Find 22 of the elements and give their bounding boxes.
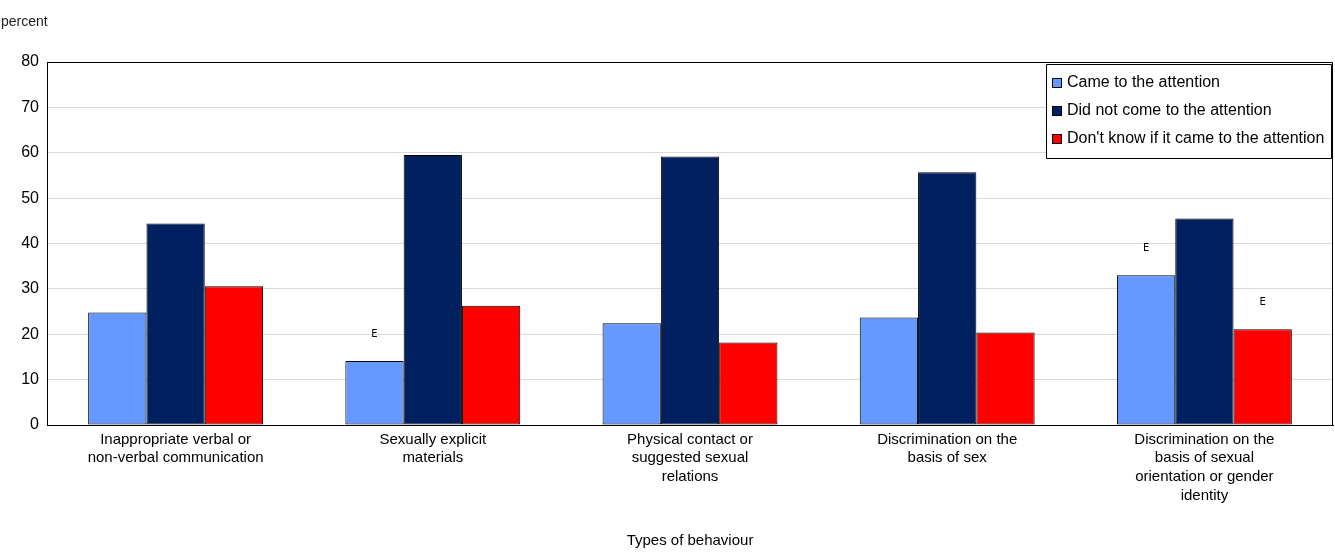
x-tick-label: Physical contact or suggested sexual relations	[627, 429, 753, 485]
y-axis-title: percent	[1, 12, 48, 29]
data-label: E	[1142, 241, 1150, 253]
x-tick-label: Inappropriate verbal or non-verbal communication	[87, 429, 264, 466]
x-tick-label: Discrimination on the basis of sex	[877, 429, 1018, 466]
y-tick-label: 60	[21, 143, 40, 161]
y-tick-label: 50	[21, 188, 40, 206]
y-tick-label: 0	[30, 415, 40, 433]
y-tick-label: 80	[21, 52, 40, 70]
y-tick-label: 40	[21, 233, 40, 251]
y-tick-label: 20	[21, 324, 40, 342]
data-label: E	[371, 327, 378, 339]
x-tick-label: Sexually explicit materials	[379, 429, 487, 466]
legend-label: Came to the attention	[1067, 73, 1220, 91]
y-tick-label: 70	[21, 97, 40, 115]
legend-label: Don't know if it came to the attention	[1067, 129, 1325, 147]
y-tick-label: 10	[21, 370, 40, 388]
y-tick-label: 30	[21, 279, 40, 297]
x-tick-label: Discrimination on the basis of sexual orientation or gender identity	[1134, 429, 1275, 503]
x-axis-title: Types of behaviour	[626, 531, 754, 549]
data-label: E	[1259, 295, 1266, 307]
legend-label: Did not come to the attention	[1067, 101, 1272, 119]
